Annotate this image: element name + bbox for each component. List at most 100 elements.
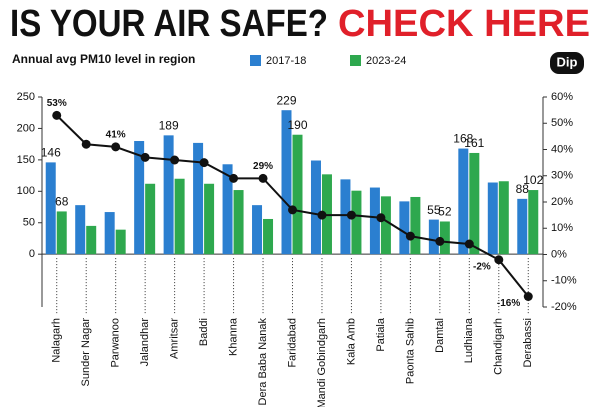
line-value-label: 41% (106, 130, 126, 141)
line-point (523, 292, 533, 301)
bar (174, 178, 185, 255)
x-tick-label: Sunder Nagar (80, 318, 92, 387)
y2-tick-label: -10% (551, 275, 577, 287)
legend-swatch (250, 55, 261, 66)
bar (380, 196, 391, 255)
bar-value-label: 55 (427, 203, 441, 217)
line-value-label: 53% (47, 98, 67, 109)
line-point (170, 155, 180, 165)
x-tick-label: Amritsar (169, 318, 181, 359)
bar-value-label: 168 (453, 132, 473, 146)
y-tick-label: 150 (17, 154, 35, 166)
line-point (464, 239, 474, 249)
y-tick-label: 250 (17, 91, 35, 103)
line-point (199, 158, 209, 168)
bar-value-label: 229 (276, 93, 296, 107)
x-tick-label: Dera Baba Nanak (257, 318, 269, 406)
line-point (140, 152, 150, 162)
bar (222, 164, 233, 255)
bar (233, 190, 244, 255)
x-tick-label: Baddi (198, 318, 210, 346)
bar (45, 162, 56, 255)
bar (115, 229, 126, 255)
x-tick-label: Khanna (227, 317, 239, 356)
bar (399, 201, 410, 255)
legend-label: 2023-24 (366, 55, 406, 67)
y2-tick-label: -20% (551, 301, 577, 313)
x-tick-label: Patiala (375, 317, 387, 352)
bar (410, 196, 421, 255)
chart-subtitle: Annual avg PM10 level in region (12, 52, 195, 66)
x-tick-label: Parwanoo (110, 318, 122, 368)
bar-value-label: 161 (464, 136, 484, 150)
x-tick-label: Jalandhar (139, 318, 151, 367)
bar (310, 160, 321, 255)
y2-tick-label: 40% (551, 143, 573, 155)
line-value-label: -2% (473, 261, 491, 272)
y2-tick-label: 20% (551, 196, 573, 208)
bar (75, 205, 86, 255)
line-point (81, 139, 91, 149)
x-tick-label: Ludhiana (463, 317, 475, 363)
bar (204, 183, 215, 255)
y-tick-label: 200 (17, 122, 35, 134)
bar-value-label: 189 (159, 119, 179, 133)
bar (528, 190, 539, 255)
y2-tick-label: 10% (551, 222, 573, 234)
line-point (405, 231, 415, 241)
bar (517, 198, 528, 255)
bar (263, 218, 274, 255)
bar (439, 221, 450, 255)
line-point (258, 173, 268, 183)
x-tick-label: Damtal (434, 318, 446, 353)
bar-value-label: 146 (41, 146, 61, 160)
bar (193, 142, 204, 255)
x-tick-label: Mandi Gobindgarh (316, 318, 328, 407)
line-point (52, 110, 62, 120)
bar (281, 110, 292, 255)
chart-title-highlight: CHECK HERE (338, 3, 590, 45)
bar (104, 212, 115, 255)
x-tick-label: Kala Amb (345, 318, 357, 365)
bar (86, 225, 97, 255)
line-point (288, 205, 297, 215)
bar-value-label: 68 (55, 195, 69, 209)
bar (351, 190, 362, 255)
legend-label: 2017-18 (266, 55, 306, 67)
y2-tick-label: 30% (551, 170, 573, 182)
legend-swatch (350, 55, 361, 66)
y2-tick-label: 50% (551, 117, 573, 129)
bar (252, 205, 263, 255)
bar (163, 135, 174, 255)
line-point (376, 213, 386, 223)
x-tick-label: Chandigarh (493, 318, 505, 375)
y2-axis-title: Dip (557, 54, 578, 69)
x-tick-label: Derabassi (522, 318, 534, 368)
bar (458, 148, 469, 255)
line-point (494, 255, 504, 265)
bar (498, 181, 509, 255)
line-point (229, 173, 239, 183)
line-value-label: -16% (497, 298, 520, 309)
y2-tick-label: 60% (551, 91, 573, 103)
bar-value-label: 102 (523, 173, 543, 187)
bar (340, 179, 351, 255)
bar-value-label: 88 (516, 182, 530, 196)
line-point (317, 210, 327, 220)
chart-title: IS YOUR AIR SAFE? (10, 3, 328, 45)
line-point (435, 236, 445, 246)
bar (428, 219, 439, 255)
line-value-label: 29% (253, 161, 273, 172)
line-point (111, 142, 121, 152)
bar-value-label: 52 (438, 205, 452, 219)
y2-badge (550, 52, 584, 74)
bar (134, 141, 145, 255)
x-tick-label: Faridabad (286, 318, 298, 368)
x-tick-label: Paonta Sahib (404, 318, 416, 384)
bar (487, 182, 498, 255)
y-tick-label: 100 (17, 185, 35, 197)
line-point (346, 210, 356, 220)
bar (56, 211, 67, 255)
y2-tick-label: 0% (551, 248, 567, 260)
